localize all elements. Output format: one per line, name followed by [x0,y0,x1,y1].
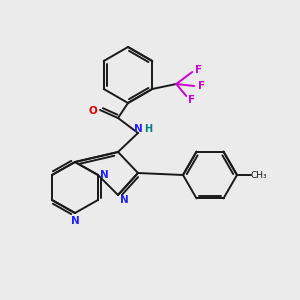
Text: N: N [100,170,108,180]
Text: H: H [144,124,152,134]
Text: F: F [195,65,202,75]
Text: CH₃: CH₃ [251,170,267,179]
Text: N: N [70,216,80,226]
Text: N: N [120,195,128,205]
Text: F: F [188,95,195,105]
Text: N: N [134,124,142,134]
Text: F: F [198,81,205,91]
Text: O: O [88,106,98,116]
